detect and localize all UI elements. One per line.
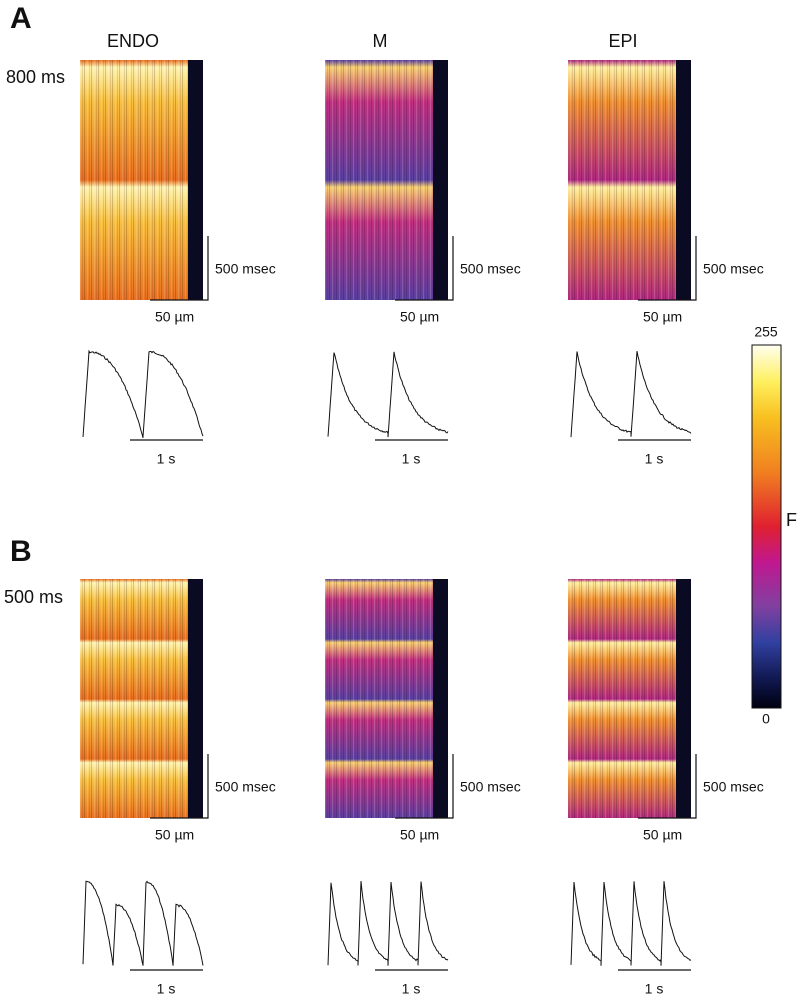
- image-texture: [325, 60, 435, 300]
- scale-time: 500 msec: [460, 779, 521, 795]
- scale-length: 50 µm: [400, 827, 439, 843]
- image-texture: [325, 579, 435, 818]
- scale-time: 500 msec: [703, 261, 764, 277]
- image-edge: [676, 60, 691, 300]
- condition: 800 ms: [6, 67, 65, 87]
- trace-scale-time: 1 s: [645, 451, 664, 467]
- panel-label: A: [10, 2, 32, 35]
- image-edge: [188, 579, 203, 818]
- image-texture: [80, 579, 190, 818]
- trace-scale-time: 1 s: [157, 981, 176, 997]
- scale-length: 50 µm: [155, 827, 194, 843]
- trace: [327, 881, 449, 966]
- image-texture: [80, 60, 190, 300]
- trace-scale-time: 1 s: [402, 451, 421, 467]
- image-texture: [568, 60, 678, 300]
- scale-length: 50 µm: [643, 309, 682, 325]
- scale-bar: [395, 236, 454, 301]
- trace-scale-time: 1 s: [157, 451, 176, 467]
- trace: [570, 881, 692, 966]
- scale-time: 500 msec: [460, 261, 521, 277]
- scale-time: 500 msec: [215, 261, 276, 277]
- trace: [570, 351, 692, 438]
- trace: [327, 351, 449, 438]
- scale-bar: [150, 754, 209, 819]
- scale-time: 500 msec: [215, 779, 276, 795]
- scale-length: 50 µm: [155, 309, 194, 325]
- colorbar-min: 0: [762, 711, 770, 727]
- scale-length: 50 µm: [643, 827, 682, 843]
- scale-bar: [150, 236, 209, 301]
- trace-scale-time: 1 s: [645, 981, 664, 997]
- image-edge: [433, 60, 448, 300]
- image-edge: [433, 579, 448, 818]
- colorbar: [751, 344, 782, 709]
- colorbar-label: F: [786, 510, 797, 530]
- trace-scale-time: 1 s: [402, 981, 421, 997]
- condition: 500 ms: [4, 587, 63, 607]
- colorbar-max: 255: [754, 324, 778, 340]
- column-header: ENDO: [107, 31, 159, 51]
- column-header: M: [373, 31, 388, 51]
- column-header: EPI: [608, 31, 637, 51]
- image-edge: [676, 579, 691, 818]
- scale-bar: [638, 754, 697, 819]
- trace: [82, 349, 204, 439]
- scale-length: 50 µm: [400, 309, 439, 325]
- scale-bar: [638, 236, 697, 301]
- trace: [82, 880, 204, 966]
- scale-time: 500 msec: [703, 779, 764, 795]
- scale-bar: [395, 754, 454, 819]
- panel-label: B: [10, 535, 32, 568]
- image-texture: [568, 579, 678, 818]
- image-edge: [188, 60, 203, 300]
